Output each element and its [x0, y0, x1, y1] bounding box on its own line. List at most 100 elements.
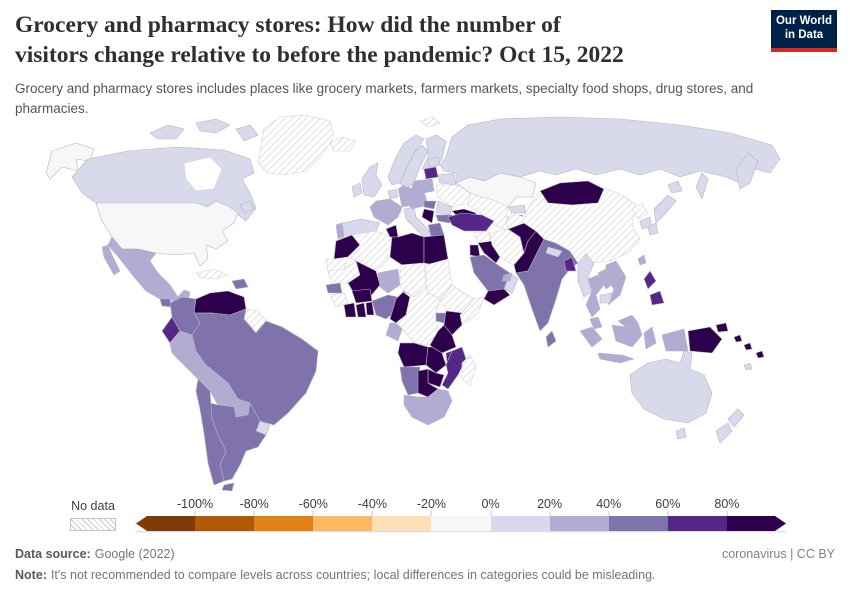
legend-bin-9[interactable]: [667, 516, 727, 531]
country-ivory-coast[interactable]: [343, 302, 357, 318]
country-hungary[interactable]: [423, 200, 437, 210]
country-new-zealand-south[interactable]: [715, 422, 733, 444]
country-japan-hokkaido[interactable]: [667, 180, 683, 194]
country-bangladesh[interactable]: [563, 256, 577, 272]
country-france[interactable]: [369, 198, 403, 226]
country-canada-arctic-3[interactable]: [235, 124, 259, 142]
country-russia-kamchatka[interactable]: [735, 152, 759, 190]
country-mexico[interactable]: [107, 236, 191, 302]
country-norway[interactable]: [387, 134, 425, 186]
country-russia[interactable]: [439, 116, 781, 184]
country-new-britain[interactable]: [715, 322, 729, 333]
country-saudi-arabia[interactable]: [469, 254, 511, 292]
country-belarus[interactable]: [437, 172, 457, 186]
country-benin-togo[interactable]: [365, 301, 375, 316]
country-nepal[interactable]: [545, 246, 563, 258]
country-oman[interactable]: [503, 272, 519, 294]
country-senegal[interactable]: [325, 282, 343, 294]
country-western-sahara[interactable]: [325, 256, 349, 272]
country-vanuatu[interactable]: [743, 362, 753, 371]
country-burkina-faso[interactable]: [351, 288, 373, 304]
country-chile[interactable]: [195, 378, 227, 486]
country-vietnam[interactable]: [605, 260, 627, 306]
country-svalbard[interactable]: [419, 116, 441, 128]
legend-bin-0[interactable]: [136, 516, 196, 531]
country-ireland[interactable]: [351, 182, 363, 198]
country-cambodia[interactable]: [599, 292, 613, 304]
country-tierra-del-fuego[interactable]: [221, 482, 235, 492]
country-canada-arctic-1[interactable]: [149, 124, 185, 140]
no-data-swatch[interactable]: [70, 518, 116, 531]
country-china[interactable]: [505, 188, 641, 264]
legend-bin-5[interactable]: [431, 516, 491, 531]
country-iceland[interactable]: [329, 136, 357, 152]
country-indonesia-papua[interactable]: [661, 328, 689, 352]
country-yemen[interactable]: [483, 288, 511, 306]
country-fiji[interactable]: [755, 350, 765, 359]
country-jordan[interactable]: [469, 244, 481, 258]
country-indonesia-java[interactable]: [597, 352, 635, 364]
country-solomon-islands-1[interactable]: [733, 334, 743, 343]
country-libya[interactable]: [389, 232, 425, 266]
country-thailand[interactable]: [585, 274, 605, 318]
country-poland[interactable]: [409, 178, 435, 194]
country-united-arab-emirates[interactable]: [501, 272, 513, 282]
owid-logo[interactable]: Our World in Data: [771, 10, 837, 52]
country-estonia[interactable]: [427, 156, 441, 168]
country-greenland[interactable]: [257, 114, 335, 176]
legend-bin-10[interactable]: [727, 516, 786, 531]
country-netherlands-belgium[interactable]: [387, 188, 399, 200]
country-namibia[interactable]: [399, 366, 421, 396]
country-russia-sakhalin[interactable]: [695, 172, 709, 200]
country-gabon[interactable]: [385, 322, 403, 342]
country-latvia-lithuania[interactable]: [423, 166, 439, 180]
country-newfoundland[interactable]: [239, 200, 255, 214]
country-mozambique[interactable]: [441, 346, 467, 390]
country-indonesia-sulawesi[interactable]: [643, 326, 657, 350]
country-tasmania[interactable]: [675, 427, 687, 440]
license-links[interactable]: coronavirus | CC BY: [721, 547, 835, 561]
country-philippines-mindanao[interactable]: [649, 290, 665, 306]
legend-bin-7[interactable]: [549, 516, 609, 531]
country-new-zealand-north[interactable]: [727, 408, 745, 428]
country-sri-lanka[interactable]: [545, 330, 557, 348]
legend-bin-3[interactable]: [313, 516, 373, 531]
country-japan-honshu[interactable]: [653, 194, 677, 224]
country-malaysia[interactable]: [589, 316, 603, 330]
country-south-africa[interactable]: [403, 388, 453, 426]
country-serbia[interactable]: [421, 208, 435, 224]
country-turkey[interactable]: [447, 212, 495, 232]
country-hispaniola[interactable]: [231, 278, 249, 290]
country-indonesia-borneo[interactable]: [611, 322, 643, 348]
country-solomon-islands-2[interactable]: [743, 342, 753, 351]
country-portugal[interactable]: [335, 222, 345, 240]
country-mexico-baja[interactable]: [101, 244, 121, 276]
country-angola[interactable]: [397, 342, 429, 368]
country-united-kingdom[interactable]: [361, 162, 383, 198]
country-tanzania[interactable]: [429, 324, 457, 354]
country-japan-kyushu[interactable]: [647, 222, 659, 236]
country-finland[interactable]: [421, 134, 447, 172]
legend-bin-6[interactable]: [490, 516, 550, 531]
legend-bin-8[interactable]: [608, 516, 668, 531]
country-papua-new-guinea[interactable]: [687, 326, 723, 354]
country-north-korea[interactable]: [631, 202, 649, 220]
country-switzerland[interactable]: [389, 206, 403, 214]
country-philippines-luzon[interactable]: [643, 270, 657, 290]
country-kyrgyzstan[interactable]: [507, 204, 527, 214]
country-mongolia[interactable]: [539, 180, 605, 206]
legend-bin-2[interactable]: [254, 516, 314, 531]
country-madagascar[interactable]: [461, 354, 477, 386]
country-ghana[interactable]: [355, 302, 367, 318]
country-alaska-usa[interactable]: [45, 142, 95, 180]
country-taiwan[interactable]: [637, 254, 647, 266]
country-cuba[interactable]: [195, 268, 229, 280]
country-brazil[interactable]: [191, 308, 319, 426]
country-australia[interactable]: [629, 350, 713, 424]
country-niger[interactable]: [377, 268, 401, 294]
country-canada-arctic-2[interactable]: [195, 118, 231, 134]
legend-bin-4[interactable]: [372, 516, 432, 531]
legend-bin-1[interactable]: [195, 516, 255, 531]
country-guinea[interactable]: [329, 292, 349, 308]
country-venezuela[interactable]: [193, 290, 247, 316]
